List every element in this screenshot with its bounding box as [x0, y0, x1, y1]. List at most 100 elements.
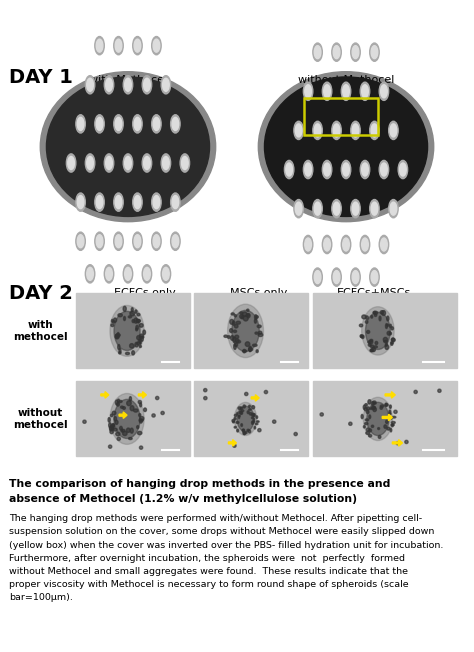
Ellipse shape: [365, 422, 368, 424]
Ellipse shape: [341, 235, 351, 254]
Ellipse shape: [303, 160, 313, 179]
Ellipse shape: [314, 46, 321, 59]
Ellipse shape: [161, 265, 171, 283]
Ellipse shape: [264, 391, 268, 394]
Ellipse shape: [139, 419, 143, 422]
Ellipse shape: [129, 396, 131, 401]
Ellipse shape: [238, 415, 240, 417]
Ellipse shape: [123, 432, 127, 436]
Ellipse shape: [243, 432, 246, 435]
Ellipse shape: [110, 428, 112, 431]
Ellipse shape: [77, 196, 84, 209]
Ellipse shape: [123, 407, 126, 409]
Ellipse shape: [117, 333, 119, 338]
Ellipse shape: [114, 311, 140, 351]
Ellipse shape: [392, 424, 393, 427]
Ellipse shape: [394, 410, 397, 413]
Text: without Methocel and small aggregates were found.  These results indicate that t: without Methocel and small aggregates we…: [9, 567, 409, 576]
Ellipse shape: [171, 232, 180, 250]
Ellipse shape: [360, 235, 370, 254]
Ellipse shape: [392, 338, 395, 342]
FancyArrow shape: [385, 392, 395, 398]
Ellipse shape: [139, 334, 144, 337]
Ellipse shape: [110, 305, 144, 356]
Ellipse shape: [40, 72, 216, 222]
Ellipse shape: [113, 321, 115, 323]
Ellipse shape: [134, 235, 141, 248]
Ellipse shape: [370, 345, 374, 348]
Ellipse shape: [252, 406, 255, 409]
Ellipse shape: [119, 348, 121, 353]
Ellipse shape: [95, 193, 104, 211]
Ellipse shape: [387, 427, 390, 430]
Ellipse shape: [115, 334, 118, 339]
Ellipse shape: [240, 312, 243, 314]
Text: without
methocel: without methocel: [13, 408, 68, 430]
Ellipse shape: [110, 414, 113, 417]
Ellipse shape: [237, 413, 238, 415]
Ellipse shape: [256, 421, 259, 422]
Ellipse shape: [365, 419, 369, 421]
Ellipse shape: [249, 348, 251, 351]
Ellipse shape: [95, 37, 104, 55]
Ellipse shape: [133, 232, 142, 250]
Ellipse shape: [233, 330, 237, 333]
Ellipse shape: [87, 156, 93, 170]
Ellipse shape: [232, 321, 235, 325]
Ellipse shape: [303, 82, 313, 100]
Ellipse shape: [370, 121, 379, 140]
Ellipse shape: [392, 421, 395, 424]
Ellipse shape: [124, 316, 126, 321]
Ellipse shape: [234, 426, 237, 428]
Ellipse shape: [239, 411, 242, 414]
Ellipse shape: [118, 399, 119, 402]
Ellipse shape: [108, 417, 110, 422]
Ellipse shape: [396, 441, 400, 445]
Ellipse shape: [380, 407, 383, 409]
Ellipse shape: [111, 424, 114, 428]
Ellipse shape: [371, 271, 378, 284]
Ellipse shape: [363, 405, 365, 409]
Ellipse shape: [364, 397, 392, 441]
Ellipse shape: [237, 406, 254, 432]
Ellipse shape: [87, 78, 93, 91]
Ellipse shape: [255, 315, 257, 319]
Ellipse shape: [360, 160, 370, 179]
Ellipse shape: [112, 411, 116, 415]
Ellipse shape: [389, 200, 398, 218]
Ellipse shape: [152, 193, 161, 211]
Bar: [313, 293, 457, 368]
Ellipse shape: [111, 424, 114, 427]
Ellipse shape: [389, 121, 398, 140]
Text: with Methocel: with Methocel: [89, 75, 167, 85]
Ellipse shape: [114, 318, 117, 322]
Ellipse shape: [85, 76, 95, 94]
Ellipse shape: [104, 265, 114, 283]
Ellipse shape: [398, 160, 408, 179]
Ellipse shape: [392, 416, 396, 418]
Ellipse shape: [385, 403, 387, 406]
Ellipse shape: [134, 318, 137, 323]
Ellipse shape: [379, 235, 389, 254]
Ellipse shape: [130, 311, 135, 316]
Ellipse shape: [324, 163, 330, 176]
Ellipse shape: [246, 314, 250, 318]
Ellipse shape: [371, 316, 373, 318]
Ellipse shape: [123, 154, 133, 172]
Ellipse shape: [234, 343, 237, 346]
Ellipse shape: [248, 348, 253, 351]
Ellipse shape: [85, 154, 95, 172]
Ellipse shape: [128, 316, 132, 318]
Ellipse shape: [389, 333, 392, 335]
Ellipse shape: [264, 77, 428, 216]
Ellipse shape: [163, 78, 169, 91]
Text: The hanging drop methods were performed with/without Methocel. After pipetting c: The hanging drop methods were performed …: [9, 514, 423, 524]
Ellipse shape: [118, 314, 122, 317]
FancyArrow shape: [392, 439, 402, 446]
Ellipse shape: [382, 310, 385, 316]
Ellipse shape: [172, 196, 179, 209]
Ellipse shape: [127, 401, 131, 406]
Ellipse shape: [352, 202, 359, 215]
Ellipse shape: [135, 310, 137, 313]
Ellipse shape: [390, 428, 392, 432]
